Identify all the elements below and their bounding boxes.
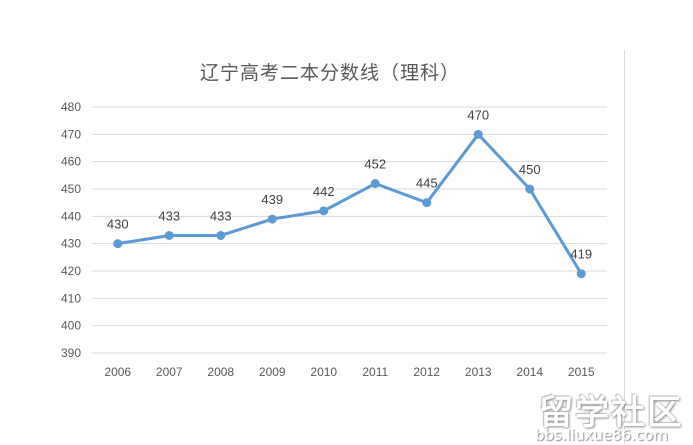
data-point xyxy=(164,230,174,240)
watermark-url: bbs.liuxue86.com xyxy=(535,426,668,444)
data-label: 450 xyxy=(519,162,541,177)
data-label: 452 xyxy=(364,157,386,172)
x-tick-label: 2008 xyxy=(207,365,234,379)
data-label: 442 xyxy=(313,184,335,199)
x-tick-label: 2011 xyxy=(362,365,388,379)
x-tick-label: 2010 xyxy=(310,365,337,379)
data-label: 439 xyxy=(261,192,283,207)
y-tick-label: 410 xyxy=(61,291,81,305)
watermark: 留学社区 bbs.liuxue86.com xyxy=(535,385,693,445)
watermark-text: 留学社区 xyxy=(539,393,683,433)
x-tick-label: 2014 xyxy=(516,365,543,379)
data-point xyxy=(113,239,123,249)
y-tick-label: 420 xyxy=(61,264,81,278)
x-tick-label: 2015 xyxy=(568,365,595,379)
data-label: 445 xyxy=(416,176,438,191)
data-point xyxy=(370,179,380,189)
x-tick-label: 2009 xyxy=(259,365,286,379)
data-point xyxy=(473,129,483,139)
data-point xyxy=(216,230,226,240)
data-line xyxy=(117,132,583,275)
data-point xyxy=(267,214,277,224)
data-point xyxy=(576,269,586,279)
y-tick-label: 430 xyxy=(61,237,81,251)
data-label: 430 xyxy=(107,217,129,232)
data-label: 433 xyxy=(210,208,232,223)
y-tick-label: 460 xyxy=(61,155,81,169)
x-tick-label: 2007 xyxy=(156,365,183,379)
y-tick-label: 450 xyxy=(61,182,81,196)
chart-title: 辽宁高考二本分数线（理科） xyxy=(199,62,460,84)
panel-divider xyxy=(624,50,625,445)
x-tick-label: 2013 xyxy=(465,365,492,379)
x-tick-label: 2006 xyxy=(104,365,131,379)
data-label: 419 xyxy=(570,247,592,262)
data-label: 470 xyxy=(467,107,489,122)
data-point xyxy=(319,206,329,216)
y-tick-label: 480 xyxy=(61,100,81,114)
data-point xyxy=(422,198,432,208)
y-tick-label: 390 xyxy=(61,346,81,360)
x-tick-label: 2012 xyxy=(413,365,440,379)
y-tick-label: 440 xyxy=(61,209,81,223)
data-point xyxy=(525,184,535,194)
y-tick-label: 470 xyxy=(61,127,81,141)
y-tick-label: 400 xyxy=(61,319,81,333)
data-label: 433 xyxy=(158,208,180,223)
